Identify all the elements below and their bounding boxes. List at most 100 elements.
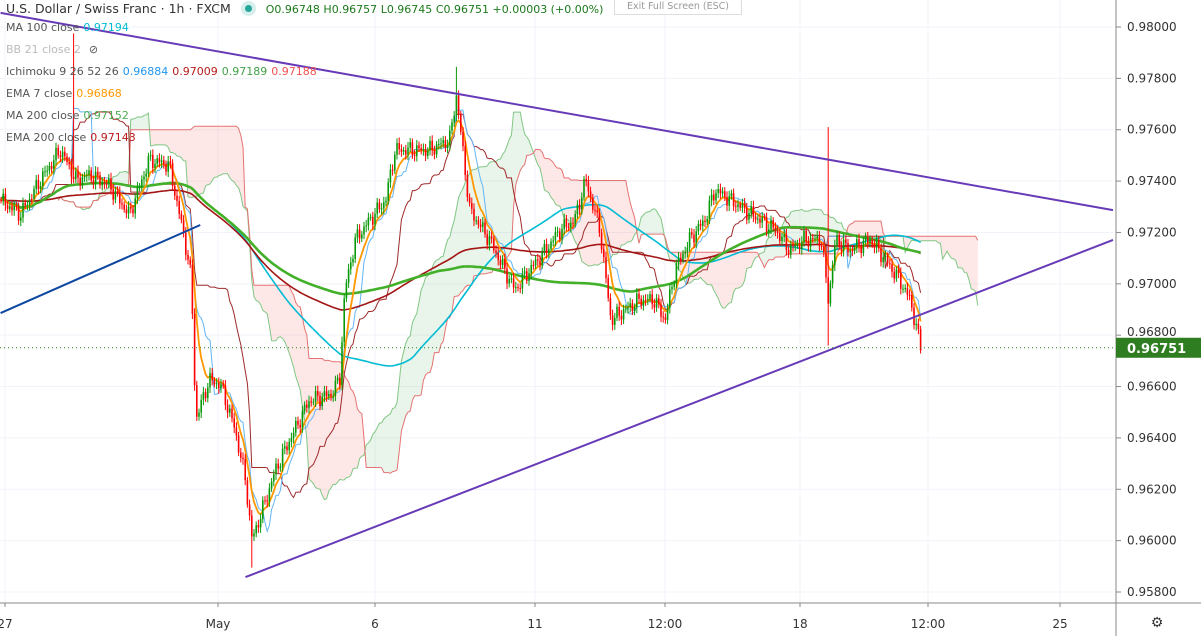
candle-body: [394, 154, 396, 171]
cloud-segment: [317, 358, 320, 490]
cloud-segment: [925, 236, 928, 241]
indicator-row[interactable]: MA 200 close 0.97152: [6, 105, 603, 127]
cloud-segment: [322, 358, 325, 500]
cloud-segment: [465, 178, 468, 288]
candle-body: [576, 204, 579, 214]
candle-body: [765, 217, 768, 232]
indicator-row[interactable]: EMA 200 close 0.97143: [6, 127, 603, 149]
candle-body: [141, 179, 143, 188]
cloud-segment: [698, 252, 701, 280]
cloud-segment: [731, 252, 734, 303]
candle-body: [367, 217, 370, 226]
cloud-segment: [212, 126, 215, 181]
candle-body: [528, 273, 530, 281]
candle-body: [915, 323, 917, 326]
candle-body: [270, 481, 273, 489]
candle-body: [253, 533, 255, 537]
indicator-value: 0.96868: [76, 87, 122, 100]
candle-body: [655, 298, 658, 308]
candle-body: [79, 177, 81, 186]
candle-body: [862, 240, 865, 254]
candle-body: [134, 198, 136, 214]
indicator-row[interactable]: EMA 7 close 0.96868: [6, 83, 603, 105]
candle-body: [15, 206, 18, 208]
gear-icon[interactable]: ⚙: [1151, 615, 1164, 631]
x-tick-label: 25: [1052, 617, 1067, 631]
symbol-title[interactable]: U.S. Dollar / Swiss Franc · 1h · FXCM: [6, 1, 231, 16]
candle-body: [662, 316, 664, 318]
cloud-segment: [738, 252, 741, 289]
cloud-segment: [830, 217, 833, 254]
cloud-segment: [430, 267, 433, 373]
cloud-segment: [610, 180, 613, 260]
candle-body: [180, 213, 183, 220]
candle-body: [418, 145, 420, 149]
cloud-segment: [359, 411, 362, 459]
cloud-segment: [381, 419, 384, 473]
candle-body: [28, 198, 31, 206]
trendlines[interactable]: [0, 11, 1114, 579]
candle-body: [387, 182, 389, 201]
cloud-segment: [592, 180, 595, 266]
cloud-segment: [421, 284, 424, 395]
candle-body: [772, 220, 774, 228]
candle-body: [471, 202, 473, 209]
cloud-segment: [207, 126, 210, 185]
candle-body: [391, 169, 394, 171]
candle-body: [607, 278, 609, 298]
candle-body: [680, 257, 682, 261]
cloud-segment: [298, 305, 301, 390]
candle-body: [616, 306, 618, 318]
candle-body: [416, 145, 418, 157]
cloud-segment: [705, 252, 708, 285]
cloud-segment: [179, 129, 182, 158]
candle-body: [90, 170, 92, 181]
cloud-segment: [515, 112, 518, 185]
cloud-segment: [727, 252, 730, 306]
trendline-upper[interactable]: [0, 11, 1114, 212]
candle-body: [143, 176, 145, 180]
candle-body: [363, 226, 365, 235]
cloud-segment: [841, 222, 844, 239]
candle-body: [158, 158, 161, 163]
candle-body: [136, 187, 139, 199]
cloud-segment: [262, 285, 265, 312]
indicator-value: 0.96884: [122, 65, 169, 78]
candle-body: [193, 313, 196, 386]
senkou-span-a: [57, 111, 979, 501]
indicator-row[interactable]: Ichimoku 9 26 52 26 0.96884 0.97009 0.97189…: [6, 61, 603, 83]
indicator-row[interactable]: BB 21 close 2 ⊘: [6, 39, 603, 61]
candle-body: [94, 171, 97, 184]
cloud-segment: [353, 391, 356, 469]
candle-body: [477, 220, 480, 225]
candle-body: [138, 187, 141, 189]
candle-body: [440, 143, 442, 145]
candle-body: [686, 247, 689, 252]
cloud-segment: [201, 126, 204, 194]
candle-body: [297, 420, 299, 425]
cloud-segment: [502, 151, 505, 269]
cloud-segment: [394, 402, 397, 472]
candle-body: [237, 435, 240, 453]
eye-off-icon[interactable]: ⊘: [88, 43, 99, 56]
cloud-segment: [907, 236, 910, 248]
indicator-row[interactable]: MA 100 close 0.97194: [6, 17, 603, 39]
cloud-segment: [526, 136, 529, 156]
candle-body: [77, 171, 79, 178]
candle-body: [842, 239, 845, 252]
cloud-segment: [522, 123, 525, 167]
cloud-segment: [859, 221, 862, 237]
candle-body: [638, 293, 640, 299]
trendline-support[interactable]: [0, 224, 201, 315]
cloud-segment: [157, 129, 160, 145]
cloud-segment: [434, 260, 437, 353]
candle-body: [378, 202, 381, 210]
candle-body: [541, 251, 543, 265]
candle-body: [627, 306, 629, 309]
candle-body: [0, 200, 2, 202]
candle-body: [803, 230, 805, 242]
trendline-lower[interactable]: [245, 238, 1114, 579]
candle-body: [596, 210, 598, 213]
exit-fullscreen-button[interactable]: Exit Full Screen (ESC): [614, 0, 742, 15]
